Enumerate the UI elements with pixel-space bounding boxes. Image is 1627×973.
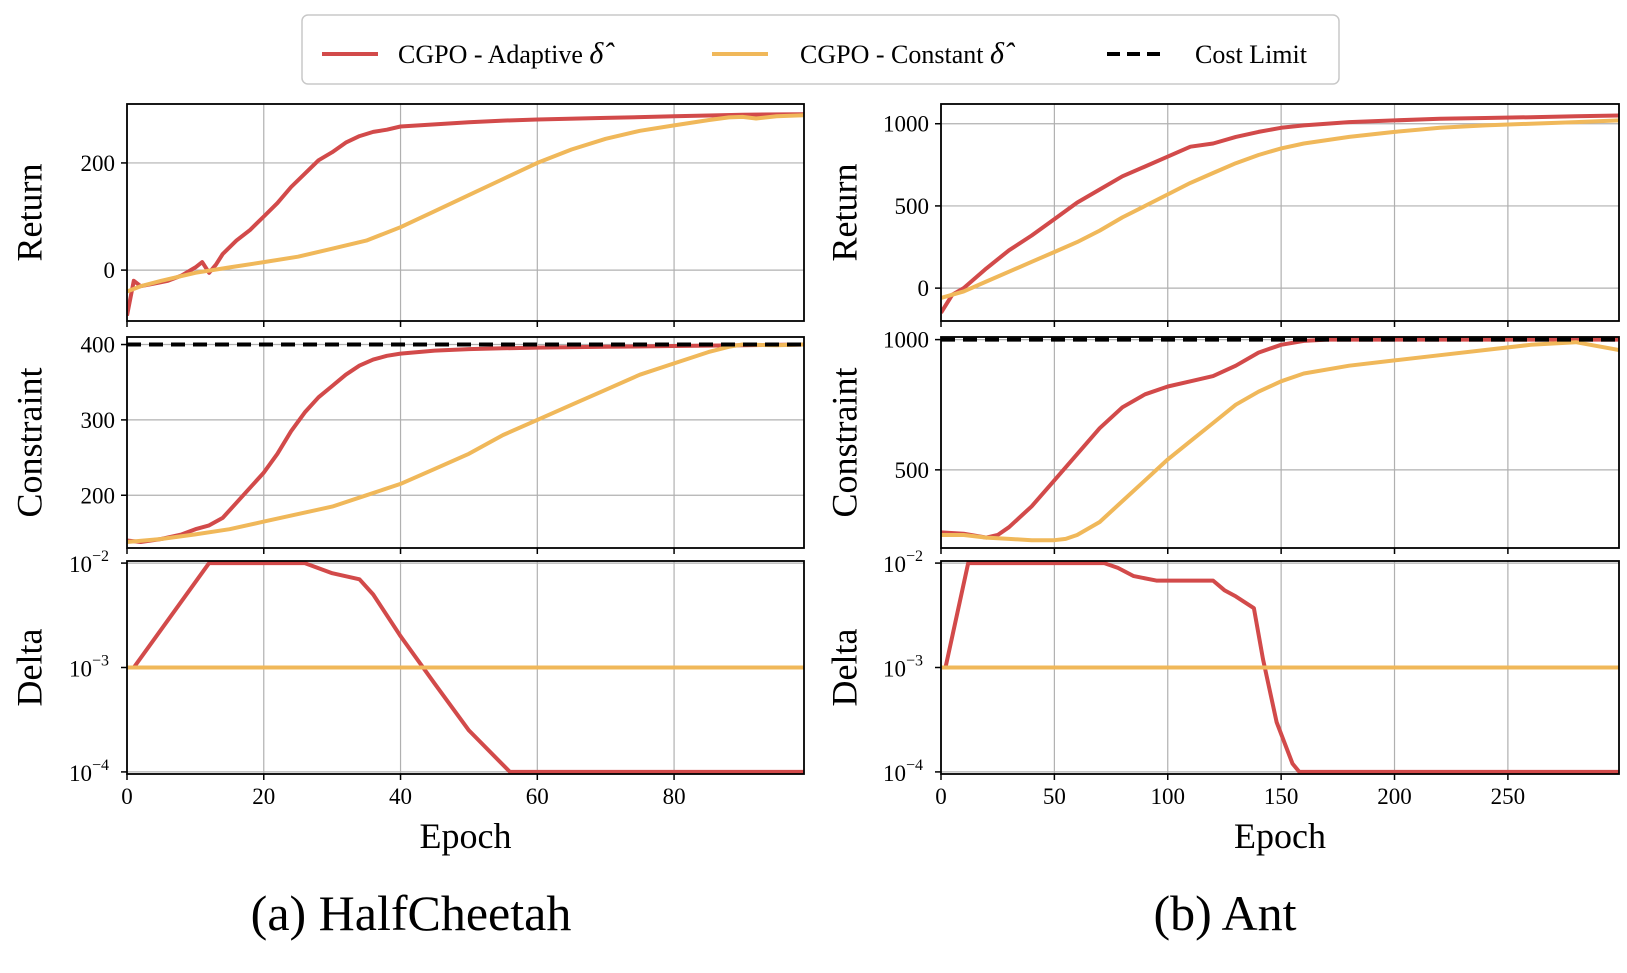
y-tick-label: 200 [81, 483, 116, 508]
axes-frame [126, 336, 805, 549]
series-line-cgpo-adaptive [127, 561, 804, 774]
panel-halfcheetah-delta: 0 20 40 60 80 10−4 10−3 10−2 Delta Epoch [9, 548, 805, 856]
x-tick-label: 60 [526, 784, 549, 809]
x-tick-label: 200 [1377, 784, 1412, 809]
y-axis-label: Constraint [9, 368, 49, 518]
y-axis-label: Return [9, 164, 49, 262]
series-line-cgpo-constant [127, 342, 804, 544]
series-line-cgpo-adaptive [941, 561, 1619, 774]
x-tick-label: 250 [1491, 784, 1526, 809]
x-axis-label: Epoch [420, 816, 512, 856]
series-group [127, 561, 804, 774]
series-line-cgpo-adaptive [941, 337, 1619, 540]
panel-ant-constraint: 500 1000 Constraint [824, 328, 1620, 554]
series-line-cgpo-adaptive [127, 342, 804, 544]
y-axis-label: Delta [824, 629, 864, 707]
y-tick-label: 10−2 [883, 548, 923, 577]
y-tick-label: 1000 [883, 328, 929, 353]
y-tick-label: 300 [81, 408, 116, 433]
x-tick-label: 150 [1264, 784, 1299, 809]
panel-halfcheetah-return: 0 200 Return [9, 103, 805, 327]
y-axis-label: Delta [9, 629, 49, 707]
series-line-cgpo-constant [941, 118, 1619, 300]
axes-frame [940, 103, 1620, 322]
y-tick-label: 0 [918, 276, 930, 301]
y-tick-label: 10−3 [883, 653, 923, 682]
y-tick-label: 0 [104, 258, 116, 283]
x-axis-label: Epoch [1234, 816, 1326, 856]
y-axis-label: Constraint [824, 368, 864, 518]
x-tick-label: 0 [935, 784, 947, 809]
y-tick-label: 400 [81, 333, 116, 358]
series-group [941, 113, 1619, 314]
y-tick-label: 10−4 [883, 757, 923, 786]
y-tick-label: 10−3 [69, 653, 109, 682]
y-axis-label: Return [824, 164, 864, 262]
series-line-cgpo-constant [127, 113, 804, 294]
axes-frame [940, 336, 1620, 549]
legend-label-cost-limit: Cost Limit [1195, 40, 1308, 69]
axes-frame [940, 560, 1620, 775]
legend-label-adaptive: CGPO - Adaptive δ̂ [398, 37, 615, 70]
axes-frame [126, 103, 805, 322]
y-tick-label: 1000 [883, 112, 929, 137]
x-tick-label: 50 [1043, 784, 1066, 809]
y-tick-label: 200 [81, 151, 116, 176]
x-tick-label: 80 [663, 784, 686, 809]
y-tick-label: 500 [895, 194, 930, 219]
x-tick-label: 20 [252, 784, 275, 809]
y-tick-label: 10−2 [69, 548, 109, 577]
series-group [127, 342, 804, 544]
legend-label-constant: CGPO - Constant δ̂ [800, 37, 1016, 70]
panel-halfcheetah-constraint: 200 300 400 Constraint [9, 333, 805, 554]
series-line-cgpo-adaptive [941, 113, 1619, 314]
legend: CGPO - Adaptive δ̂ CGPO - Constant δ̂ Co… [301, 14, 1340, 85]
y-tick-label: 10−4 [69, 757, 109, 786]
axes-frame [126, 560, 805, 775]
series-group [941, 561, 1619, 774]
series-group [127, 112, 804, 316]
series-line-cgpo-constant [941, 340, 1619, 543]
caption-halfcheetah: (a) HalfCheetah [251, 885, 572, 941]
series-line-cgpo-adaptive [127, 112, 804, 316]
y-tick-label: 500 [895, 458, 930, 483]
x-tick-label: 40 [389, 784, 412, 809]
panels: 0 200 Return 200 300 400 Constraint 0 20 40 60 80 10… [9, 103, 1620, 856]
x-tick-label: 0 [121, 784, 133, 809]
x-tick-label: 100 [1151, 784, 1186, 809]
panel-ant-delta: 0 50 100 150 200 250 10−4 10−3 10−2 Delta Epoch [824, 548, 1620, 856]
series-group [941, 337, 1619, 543]
caption-ant: (b) Ant [1153, 885, 1296, 941]
panel-ant-return: 0 500 1000 Return [824, 103, 1620, 327]
legend-frame [301, 14, 1340, 85]
